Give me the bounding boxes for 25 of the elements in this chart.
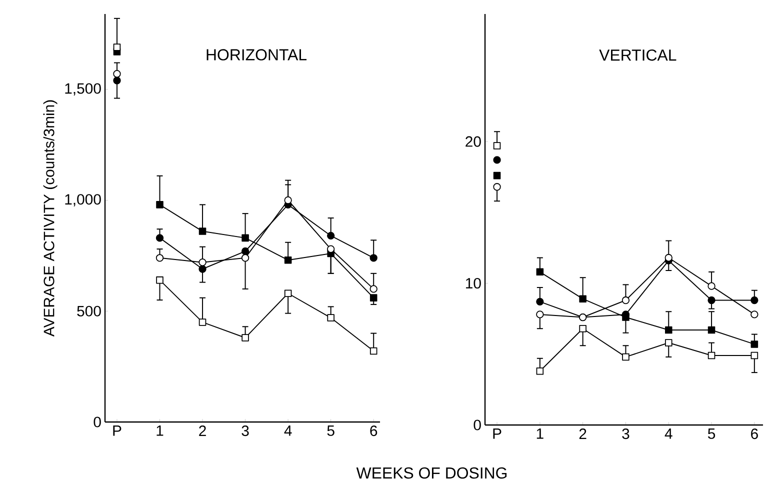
x-tick-label: 2: [199, 426, 206, 436]
x-tick-label: 6: [370, 426, 378, 436]
x-tick-label: 1: [156, 426, 164, 436]
y-tick-label: 0: [474, 420, 481, 430]
y-tick-label: 10: [466, 278, 481, 289]
x-tick-label: 5: [327, 426, 334, 436]
y-tick-label: 1,000: [65, 194, 101, 206]
x-tick-label: 1: [536, 428, 544, 439]
x-tick-label: 2: [579, 428, 586, 439]
x-tick-label: 5: [708, 428, 716, 439]
y-axis-title: AVERAGE ACTIVITY (counts/3min): [43, 100, 58, 337]
text: VERTICAL: [599, 49, 676, 61]
x-tick-label: 6: [751, 428, 758, 440]
x-tick-label: 4: [664, 428, 672, 439]
y-tick-label: 500: [77, 306, 101, 316]
x-tick-label: 3: [242, 426, 249, 436]
x-axis-title: WEEKS OF DOSING: [356, 467, 507, 479]
x-tick-label: P: [113, 426, 122, 436]
x-tick-label: 4: [284, 426, 292, 436]
y-tick-label: 1,500: [65, 83, 101, 96]
text: HORIZONTAL: [206, 49, 307, 60]
x-tick-label: 3: [622, 428, 630, 440]
y-tick-label: 20: [466, 136, 481, 147]
x-tick-label: P: [493, 428, 502, 439]
y-tick-label: 0: [94, 416, 101, 428]
